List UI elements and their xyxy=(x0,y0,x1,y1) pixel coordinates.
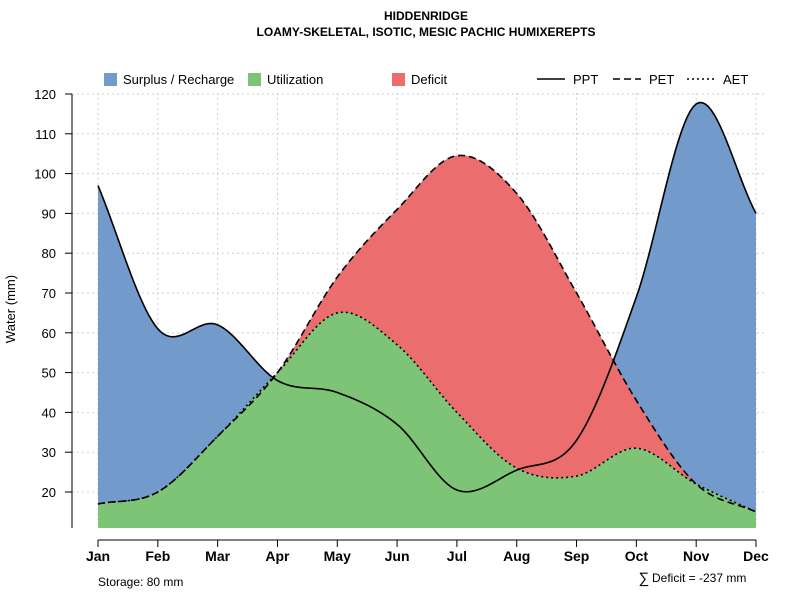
series-line-aet xyxy=(97,311,757,513)
chart-subtitle: LOAMY-SKELETAL, ISOTIC, MESIC PACHIC HUM… xyxy=(257,25,596,39)
legend-label: PET xyxy=(649,72,674,87)
sum-symbol: ∑ xyxy=(639,570,650,587)
legend-label: Utilization xyxy=(267,72,323,87)
y-tick-label: 80 xyxy=(42,246,56,261)
x-tick-label: May xyxy=(324,548,351,564)
deficit-note: Deficit = -237 mm xyxy=(652,571,746,585)
y-tick-label: 60 xyxy=(42,326,56,341)
x-tick-label: Sep xyxy=(564,548,590,564)
legend-label: Surplus / Recharge xyxy=(123,72,234,87)
x-tick-label: Dec xyxy=(743,548,769,564)
y-tick-label: 20 xyxy=(42,485,56,500)
legend-label: Deficit xyxy=(411,72,448,87)
y-tick-label: 30 xyxy=(42,445,56,460)
x-tick-label: Apr xyxy=(265,548,290,564)
y-tick-label: 110 xyxy=(35,127,56,142)
storage-note: Storage: 80 mm xyxy=(98,575,183,589)
legend-swatch xyxy=(248,73,261,86)
y-tick-label: 50 xyxy=(42,366,56,381)
y-axis-label: Water (mm) xyxy=(3,275,18,343)
axes: 20 30 40 50 60 70 80 90 100 110 120 Jan Feb Mar Apr May… xyxy=(34,87,769,564)
y-tick-label: 90 xyxy=(42,206,56,221)
legend-label: AET xyxy=(723,72,748,87)
x-tick-label: Feb xyxy=(145,548,170,564)
x-tick-label: Jun xyxy=(385,548,410,564)
y-tick-label: 120 xyxy=(34,87,56,102)
chart-title: HIDDENRIDGE xyxy=(384,9,468,23)
series-line-ppt xyxy=(97,101,757,493)
areas xyxy=(98,102,756,528)
series-line-pet xyxy=(97,154,757,513)
area-utilization xyxy=(98,312,756,528)
x-tick-label: Aug xyxy=(503,548,530,564)
y-tick-label: 100 xyxy=(34,167,56,182)
legend: Surplus / Recharge Utilization Deficit PPT P… xyxy=(104,72,748,87)
x-tick-label: Jan xyxy=(86,548,110,564)
x-tick-label: Jul xyxy=(447,548,467,564)
x-tick-label: Nov xyxy=(683,548,710,564)
legend-swatch xyxy=(392,73,405,86)
legend-label: PPT xyxy=(573,72,598,87)
legend-swatch xyxy=(104,73,117,86)
series-lines xyxy=(97,101,757,513)
y-tick-label: 70 xyxy=(42,286,56,301)
x-tick-label: Mar xyxy=(205,548,230,564)
y-tick-label: 40 xyxy=(42,405,56,420)
area-deficit xyxy=(98,155,756,512)
x-tick-label: Oct xyxy=(625,548,649,564)
